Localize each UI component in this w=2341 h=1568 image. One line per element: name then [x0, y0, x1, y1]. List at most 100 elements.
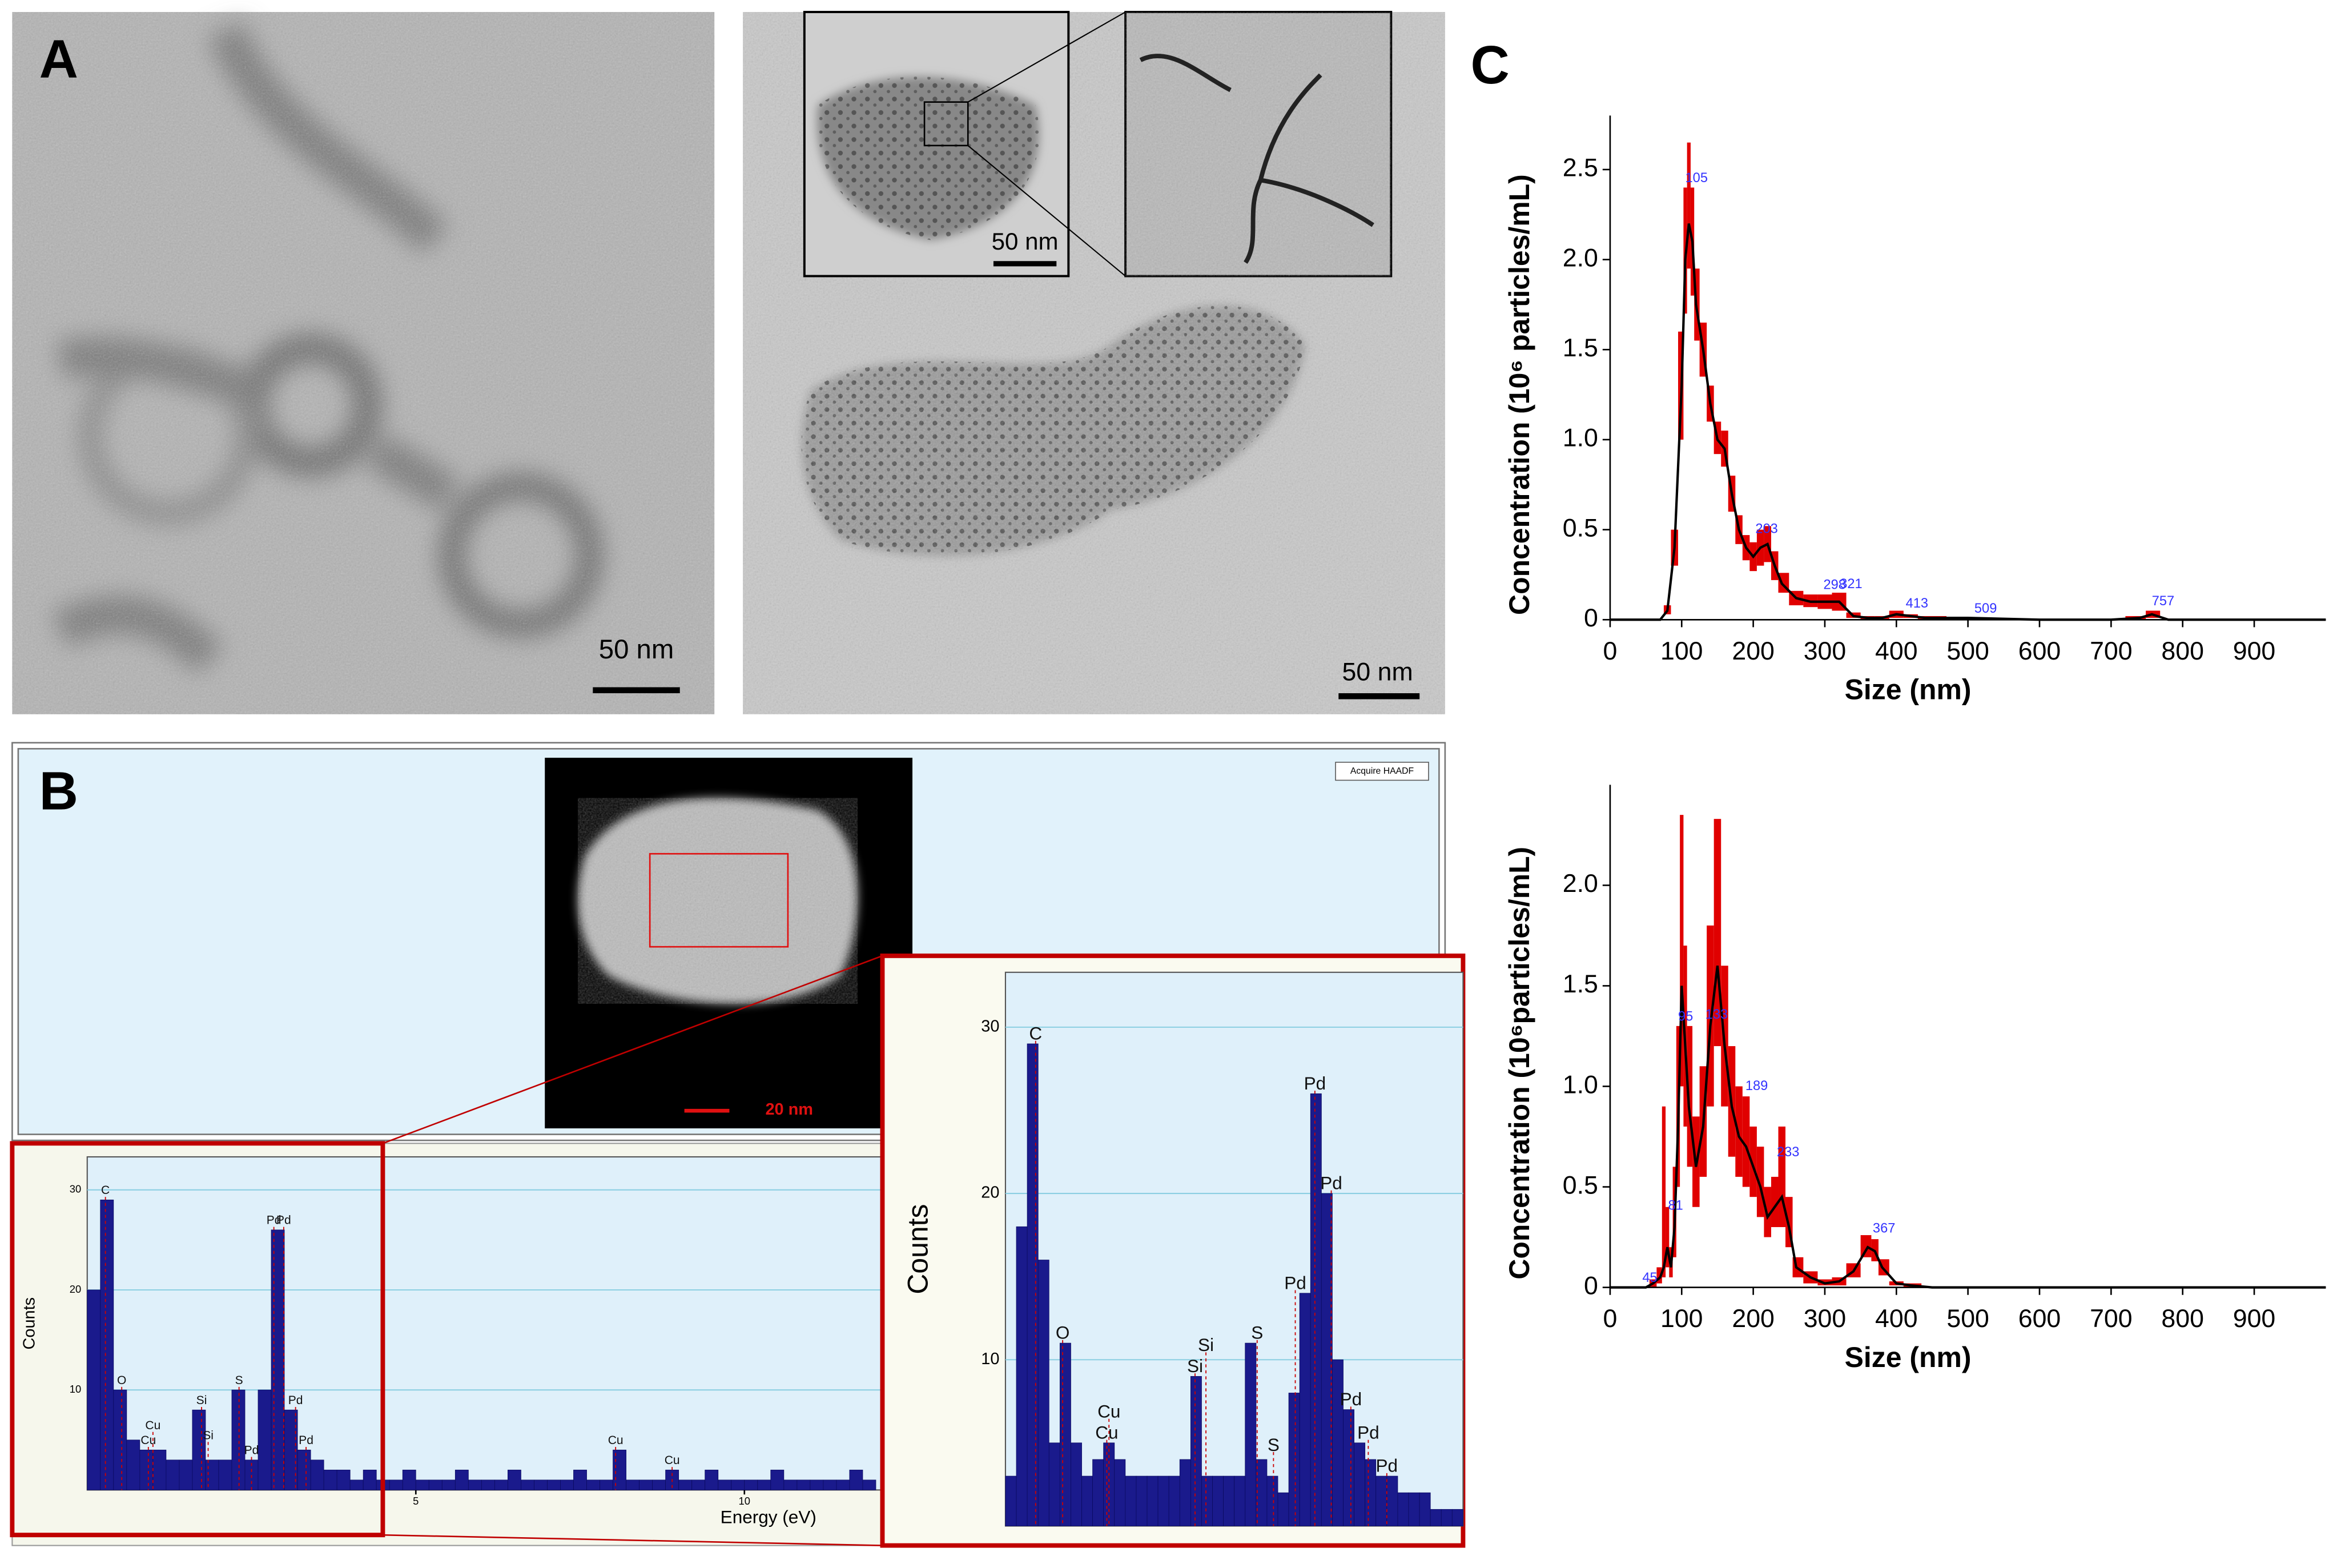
- spectrum-bar: [586, 1479, 600, 1490]
- x-tick-label: 800: [2161, 637, 2204, 665]
- micrograph-a-left: [12, 12, 715, 714]
- spectrum-bar: [1081, 1475, 1093, 1526]
- element-label: Pd: [1340, 1389, 1362, 1409]
- spectrum-bar: [1343, 1409, 1354, 1526]
- spectrum-bar: [1245, 1342, 1257, 1526]
- spectrum-bar: [1430, 1509, 1442, 1526]
- element-label: Pd: [276, 1214, 291, 1227]
- spectrum-bar: [1408, 1492, 1420, 1526]
- panel-label: B: [39, 761, 78, 822]
- scale-bar-label: 20 nm: [766, 1100, 814, 1119]
- mean-line: [1610, 965, 2326, 1289]
- spectrum-bar: [1147, 1475, 1159, 1526]
- y-axis-title: Concentration (10⁶ particles/mL): [1503, 174, 1535, 615]
- x-axis-title: Energy (eV): [721, 1507, 816, 1527]
- scale-bar-label: 50 nm: [1342, 658, 1413, 686]
- x-tick-label: 700: [2090, 637, 2133, 665]
- spectrum-bar: [310, 1460, 324, 1490]
- x-axis-title: Size (nm): [1845, 1341, 1972, 1373]
- error-band: [1680, 815, 1684, 1087]
- spectrum-bar: [1451, 1509, 1463, 1526]
- spectrum-bar: [521, 1479, 534, 1490]
- spectrum-bar: [363, 1469, 377, 1490]
- spectrum-bar: [468, 1479, 482, 1490]
- x-tick-label: 0: [1603, 1305, 1618, 1333]
- nta-chart-bottom: 0 0.5 1.0 1.5 2.0 0 100 200 300 400 500 600 700 800 90…: [1503, 785, 2326, 1373]
- element-label: Pd: [244, 1444, 259, 1457]
- element-label: Pd: [288, 1394, 303, 1407]
- spectrum-bar: [678, 1479, 693, 1490]
- peak-label: 95: [1678, 1009, 1693, 1024]
- spectrum-bar: [1016, 1226, 1028, 1526]
- spectrum-bar: [1288, 1393, 1300, 1526]
- x-tick-label: 800: [2161, 1305, 2204, 1333]
- spectrum-bar: [271, 1229, 285, 1490]
- spectrum-bar: [823, 1479, 837, 1490]
- peak-label: 298: [1823, 578, 1845, 593]
- spectrum-bar: [573, 1469, 587, 1490]
- error-band: [1749, 1126, 1757, 1197]
- plot-area: [1004, 971, 1464, 1527]
- peak-label: 757: [2152, 594, 2174, 609]
- error-band: [1771, 1176, 1779, 1227]
- x-tick-label: 900: [2233, 637, 2276, 665]
- element-label: Cu: [1097, 1401, 1120, 1422]
- element-label: Pd: [299, 1434, 313, 1447]
- spectrum-bar: [757, 1479, 771, 1490]
- error-band: [1687, 1026, 1693, 1167]
- element-label: Cu: [145, 1419, 160, 1432]
- spectrum-bar: [139, 1449, 154, 1490]
- x-tick-label: 500: [1946, 637, 1989, 665]
- spectrum-bar: [336, 1469, 351, 1490]
- spectrum-bar: [1354, 1442, 1366, 1526]
- spectrum-bar: [1005, 1475, 1017, 1526]
- spectrum-bar: [481, 1479, 495, 1490]
- element-label: O: [117, 1374, 126, 1387]
- spectrum-bar: [508, 1469, 521, 1490]
- spectrum-bar: [836, 1479, 850, 1490]
- spectrum-bar: [349, 1479, 364, 1490]
- element-label: Pd: [1284, 1272, 1306, 1293]
- x-tick-label: 700: [2090, 1305, 2133, 1333]
- plot-area: [86, 1156, 883, 1491]
- peak-label: 233: [1777, 1145, 1799, 1160]
- peak-label: 321: [1840, 577, 1862, 592]
- spectrum-bar: [1125, 1475, 1137, 1526]
- spectrum-bar: [402, 1469, 416, 1490]
- spectrum-bar: [613, 1449, 626, 1490]
- y-tick-label: 1.0: [1563, 1071, 1598, 1099]
- element-label: Cu: [608, 1434, 624, 1447]
- spectrum-bar: [192, 1409, 206, 1490]
- y-tick-label: 30: [70, 1183, 81, 1195]
- spectrum-bar: [744, 1479, 758, 1490]
- spectrum-bar: [849, 1469, 863, 1490]
- spectrum-bar: [652, 1479, 666, 1490]
- peak-label: 45: [1642, 1271, 1657, 1285]
- spectrum-bar: [1190, 1376, 1202, 1526]
- x-tick-label: 0: [1603, 637, 1618, 665]
- y-tick-label: 2.0: [1563, 870, 1598, 898]
- micrograph-a-right: [743, 11, 1445, 714]
- spectrum-bar: [1375, 1475, 1387, 1526]
- y-tick-label: 1.5: [1563, 334, 1598, 362]
- spectrum-bar: [1168, 1475, 1180, 1526]
- x-tick-label: 400: [1875, 637, 1918, 665]
- element-label: S: [1268, 1434, 1280, 1455]
- spectrum-bar: [1212, 1475, 1224, 1526]
- element-label: C: [101, 1184, 110, 1197]
- peak-label: 203: [1755, 522, 1777, 537]
- spectrum-bar: [1277, 1492, 1289, 1526]
- x-tick-label: 5: [413, 1495, 419, 1507]
- spectrum-bar: [1223, 1475, 1235, 1526]
- spectrum-bar: [534, 1479, 548, 1490]
- spectrum-bar: [323, 1469, 337, 1490]
- x-tick-label: 300: [1804, 1305, 1847, 1333]
- x-tick-label: 200: [1732, 1305, 1775, 1333]
- spectrum-bar: [428, 1479, 443, 1490]
- spectrum-bar: [1092, 1459, 1104, 1526]
- element-label: S: [235, 1374, 243, 1387]
- y-tick-label: 1.0: [1563, 424, 1598, 452]
- element-label: Cu: [665, 1454, 680, 1467]
